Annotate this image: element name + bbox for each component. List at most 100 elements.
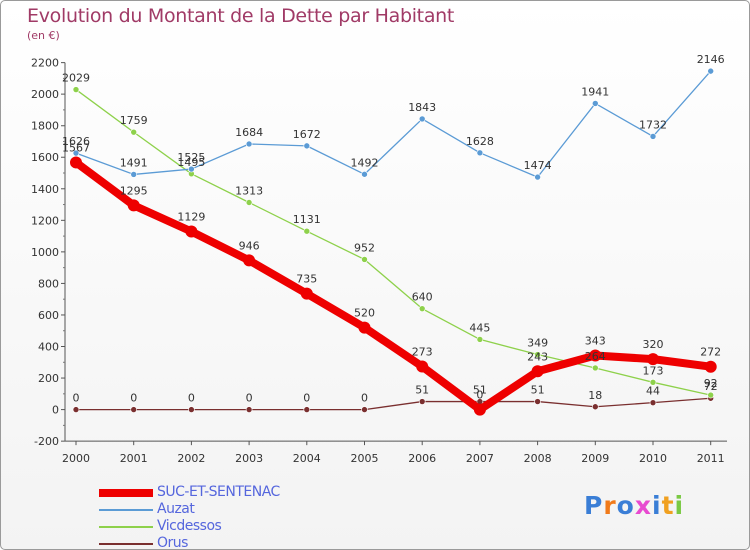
legend-swatch bbox=[99, 509, 153, 511]
x-tick-label: 2010 bbox=[639, 452, 667, 465]
data-point-orus bbox=[72, 406, 80, 413]
data-label-suc-et-sentenac: 243 bbox=[527, 350, 548, 363]
x-tick-label: 2002 bbox=[177, 452, 205, 465]
data-label-suc-et-sentenac: 946 bbox=[239, 239, 260, 252]
data-label-orus: 0 bbox=[130, 392, 137, 405]
x-tick-label: 2000 bbox=[62, 452, 90, 465]
data-label-suc-et-sentenac: 273 bbox=[412, 346, 433, 359]
y-tick-label: 200 bbox=[38, 372, 59, 385]
data-point-vicdessos bbox=[534, 351, 541, 358]
data-label-vicdessos: 1131 bbox=[293, 213, 321, 226]
proxiti-logo: Proxiti bbox=[584, 491, 685, 520]
legend-label: Auzat bbox=[157, 501, 195, 517]
series-line-vicdessos bbox=[75, 88, 712, 396]
y-tick-label: 2200 bbox=[31, 57, 59, 70]
data-label-auzat: 1843 bbox=[408, 101, 436, 114]
data-label-suc-et-sentenac: 1295 bbox=[120, 184, 148, 197]
data-label-suc-et-sentenac: 343 bbox=[585, 334, 606, 347]
legend-label: Vicdessos bbox=[157, 518, 222, 534]
data-label-auzat: 1492 bbox=[351, 156, 379, 169]
data-label-auzat: 1525 bbox=[177, 151, 205, 164]
data-point-auzat bbox=[649, 133, 657, 140]
legend-swatch bbox=[99, 489, 153, 497]
x-tick-label: 2006 bbox=[408, 452, 436, 465]
data-point-orus bbox=[188, 406, 195, 413]
x-tick-label: 2008 bbox=[524, 452, 552, 465]
data-label-auzat: 1628 bbox=[466, 135, 494, 148]
x-tick-label: 2005 bbox=[351, 452, 379, 465]
data-point-orus bbox=[649, 399, 657, 406]
data-point-orus bbox=[245, 406, 253, 413]
data-point-auzat bbox=[361, 170, 368, 178]
data-label-orus: 0 bbox=[303, 392, 310, 405]
data-point-vicdessos bbox=[476, 336, 484, 343]
data-point-auzat bbox=[418, 115, 426, 123]
data-label-orus: 0 bbox=[188, 392, 195, 405]
data-label-orus: 44 bbox=[646, 385, 660, 398]
y-tick-label: -200 bbox=[34, 435, 59, 448]
y-tick-label: 0 bbox=[52, 404, 59, 417]
data-label-orus: 51 bbox=[473, 384, 487, 397]
data-point-auzat bbox=[72, 149, 80, 157]
legend-label: SUC-ET-SENTENAC bbox=[157, 484, 280, 500]
x-tick-label: 2001 bbox=[120, 452, 148, 465]
data-label-auzat: 1474 bbox=[524, 159, 552, 172]
data-point-suc-et-sentenac bbox=[647, 353, 659, 366]
data-label-suc-et-sentenac: 1567 bbox=[62, 141, 90, 154]
data-point-vicdessos bbox=[707, 391, 715, 399]
data-point-vicdessos bbox=[72, 86, 80, 93]
data-label-vicdessos: 1313 bbox=[235, 185, 263, 198]
data-label-auzat: 1626 bbox=[62, 135, 90, 148]
data-point-vicdessos bbox=[303, 227, 311, 235]
data-point-auzat bbox=[707, 67, 715, 75]
data-point-suc-et-sentenac bbox=[127, 199, 140, 212]
data-point-orus bbox=[534, 398, 541, 405]
data-label-vicdessos: 640 bbox=[412, 291, 433, 304]
data-label-orus: 0 bbox=[246, 392, 253, 405]
chart-title: Evolution du Montant de la Dette par Hab… bbox=[27, 5, 455, 27]
y-tick-label: 1600 bbox=[31, 151, 59, 164]
x-tick-label: 2009 bbox=[581, 452, 609, 465]
data-label-auzat: 1732 bbox=[639, 118, 667, 131]
data-point-orus bbox=[361, 406, 368, 413]
legend-label: Orus bbox=[157, 535, 188, 550]
data-point-orus bbox=[591, 403, 599, 411]
data-point-orus bbox=[130, 406, 137, 413]
data-point-suc-et-sentenac bbox=[473, 403, 486, 416]
data-point-suc-et-sentenac bbox=[589, 349, 602, 362]
data-point-auzat bbox=[476, 149, 484, 157]
y-tick-label: 800 bbox=[38, 277, 59, 290]
y-tick-label: 1200 bbox=[31, 214, 59, 227]
data-point-suc-et-sentenac bbox=[358, 321, 371, 334]
data-point-suc-et-sentenac bbox=[416, 360, 429, 373]
data-point-orus bbox=[418, 398, 426, 405]
series-line-auzat bbox=[75, 70, 712, 178]
data-label-vicdessos: 264 bbox=[585, 350, 606, 363]
data-point-suc-et-sentenac bbox=[243, 254, 256, 267]
y-tick-label: 1400 bbox=[31, 183, 59, 196]
data-label-vicdessos: 349 bbox=[527, 337, 548, 350]
data-point-auzat bbox=[591, 100, 599, 107]
data-label-auzat: 1672 bbox=[293, 128, 321, 141]
chart-subtitle: (en €) bbox=[27, 29, 60, 42]
data-label-orus: 0 bbox=[73, 392, 80, 405]
data-label-suc-et-sentenac: 1129 bbox=[177, 211, 205, 224]
x-tick-label: 2007 bbox=[466, 452, 494, 465]
data-point-suc-et-sentenac bbox=[531, 365, 544, 378]
data-label-orus: 18 bbox=[588, 389, 602, 402]
x-tick-label: 2004 bbox=[293, 452, 321, 465]
data-label-vicdessos: 1759 bbox=[120, 114, 148, 127]
data-point-vicdessos bbox=[130, 128, 137, 136]
data-label-vicdessos: 1495 bbox=[177, 156, 205, 169]
data-label-vicdessos: 445 bbox=[469, 321, 490, 334]
data-label-vicdessos: 173 bbox=[643, 364, 664, 377]
data-label-vicdessos: 952 bbox=[354, 241, 375, 254]
data-point-vicdessos bbox=[591, 364, 599, 372]
series-line-suc-et-sentenac bbox=[72, 158, 715, 414]
data-label-vicdessos: 92 bbox=[704, 377, 718, 390]
data-point-vicdessos bbox=[361, 256, 368, 263]
data-label-orus: 0 bbox=[361, 392, 368, 405]
data-label-orus: 51 bbox=[415, 384, 429, 397]
data-point-vicdessos bbox=[649, 379, 657, 386]
